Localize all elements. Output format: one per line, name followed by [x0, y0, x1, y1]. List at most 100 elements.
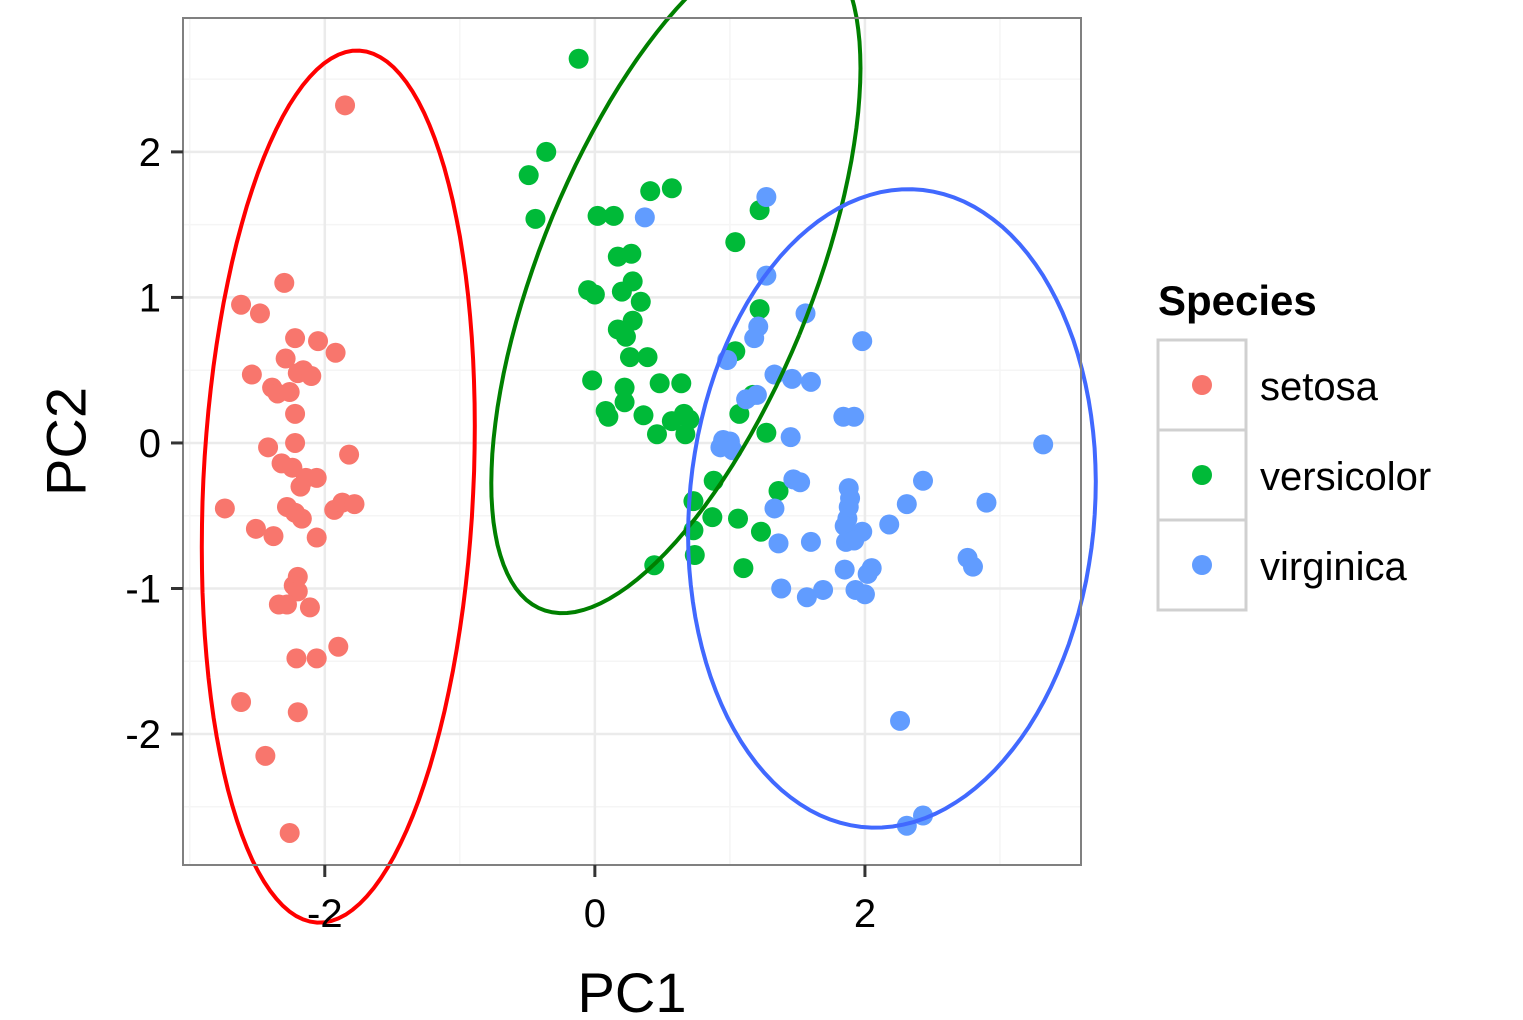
point-virginica	[1033, 434, 1054, 455]
point-versicolor	[675, 424, 696, 445]
point-setosa	[290, 476, 311, 497]
point-versicolor	[568, 48, 589, 69]
point-setosa	[279, 822, 300, 843]
point-setosa	[279, 382, 300, 403]
point-versicolor	[725, 232, 746, 253]
point-versicolor	[536, 141, 557, 162]
gridlines	[183, 18, 1081, 865]
point-versicolor	[702, 507, 723, 528]
point-virginica	[813, 579, 834, 600]
y-tick-label: 1	[139, 276, 161, 320]
point-setosa	[245, 518, 266, 539]
point-virginica	[800, 531, 821, 552]
point-versicolor	[614, 392, 635, 413]
y-tick-label: 0	[139, 422, 161, 466]
point-virginica	[976, 492, 997, 513]
point-versicolor	[622, 310, 643, 331]
legend-key-point	[1192, 555, 1212, 575]
series-virginica	[634, 187, 1054, 836]
point-virginica	[782, 368, 803, 389]
y-axis-title: PC2	[35, 387, 98, 496]
legend-item-virginica: virginica	[1156, 518, 1407, 612]
legend: Species setosa versicolor virginica	[1156, 277, 1431, 612]
point-versicolor	[611, 281, 632, 302]
legend-item-setosa: setosa	[1156, 338, 1379, 432]
point-virginica	[634, 207, 655, 228]
point-versicolor	[661, 178, 682, 199]
legend-label: versicolor	[1260, 455, 1431, 499]
point-setosa	[274, 272, 295, 293]
y-tick-label: 2	[139, 131, 161, 175]
point-setosa	[287, 702, 308, 723]
point-setosa	[301, 366, 322, 387]
point-virginica	[768, 533, 789, 554]
point-virginica	[857, 563, 878, 584]
point-setosa	[306, 648, 327, 669]
ellipse-virginica	[686, 187, 1098, 830]
ellipse-setosa	[199, 48, 477, 925]
point-virginica	[756, 187, 777, 208]
point-setosa	[335, 95, 356, 116]
point-setosa	[276, 594, 297, 615]
series-setosa	[214, 95, 365, 843]
point-setosa	[291, 508, 312, 529]
point-versicolor	[603, 205, 624, 226]
point-virginica	[896, 494, 917, 515]
point-versicolor	[646, 424, 667, 445]
point-setosa	[344, 494, 365, 515]
point-setosa	[241, 364, 262, 385]
point-setosa	[328, 636, 349, 657]
point-virginica	[744, 328, 765, 349]
point-setosa	[285, 432, 306, 453]
point-versicolor	[615, 326, 636, 347]
point-versicolor	[582, 370, 603, 391]
point-virginica	[890, 710, 911, 731]
point-virginica	[790, 472, 811, 493]
point-virginica	[800, 371, 821, 392]
axes: -2 0 2 -2 -1 0 1 2	[125, 131, 876, 936]
x-tick-label: -2	[307, 892, 343, 936]
plot-panel	[183, 18, 1081, 865]
point-setosa	[299, 597, 320, 618]
point-virginica	[854, 584, 875, 605]
point-setosa	[285, 403, 306, 424]
point-versicolor	[750, 521, 771, 542]
point-versicolor	[749, 299, 770, 320]
point-virginica	[796, 587, 817, 608]
y-tick-label: -1	[125, 567, 161, 611]
point-setosa	[306, 467, 327, 488]
point-versicolor	[621, 243, 642, 264]
point-versicolor	[614, 377, 635, 398]
point-setosa	[214, 498, 235, 519]
point-setosa	[325, 342, 346, 363]
point-virginica	[879, 514, 900, 535]
point-virginica	[962, 556, 983, 577]
point-versicolor	[640, 181, 661, 202]
point-setosa	[308, 331, 329, 352]
legend-label: virginica	[1260, 545, 1407, 589]
data-points	[214, 48, 1054, 843]
legend-label: setosa	[1260, 365, 1379, 409]
point-versicolor	[630, 291, 651, 312]
x-tick-label: 2	[854, 892, 876, 936]
point-setosa	[231, 294, 252, 315]
point-versicolor	[525, 208, 546, 229]
legend-items: setosa versicolor virginica	[1156, 338, 1431, 612]
point-setosa	[306, 527, 327, 548]
y-tick-label: -2	[125, 713, 161, 757]
point-virginica	[844, 406, 865, 427]
point-virginica	[834, 559, 855, 580]
point-virginica	[852, 331, 873, 352]
point-versicolor	[584, 284, 605, 305]
point-versicolor	[518, 165, 539, 186]
point-virginica	[771, 578, 792, 599]
point-versicolor	[587, 205, 608, 226]
point-versicolor	[756, 422, 777, 443]
point-setosa	[258, 437, 279, 458]
point-virginica	[913, 470, 934, 491]
point-versicolor	[633, 405, 654, 426]
point-virginica	[746, 384, 767, 405]
point-setosa	[249, 303, 270, 324]
point-virginica	[844, 530, 865, 551]
point-setosa	[339, 444, 360, 465]
